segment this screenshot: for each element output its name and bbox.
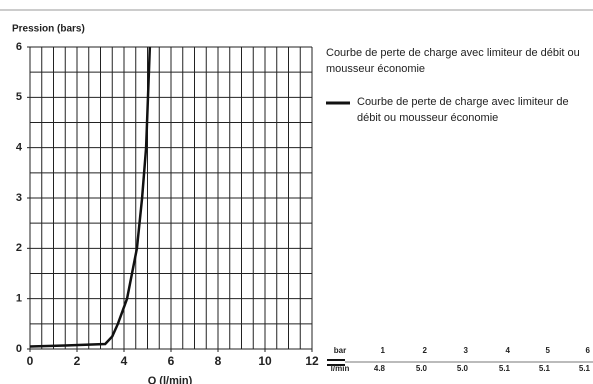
- y-tick-label: 1: [16, 293, 22, 305]
- x-tick-label: 8: [215, 354, 222, 368]
- table-cell: 5: [546, 346, 551, 355]
- x-tick-label: 12: [305, 354, 319, 368]
- y-tick-label: 3: [16, 192, 22, 204]
- legend-box: Courbe de perte de charge avec limiteur …: [357, 96, 569, 124]
- table-cell: 1: [381, 346, 386, 355]
- y-tick-label: 5: [16, 91, 22, 103]
- x-tick-label: 0: [27, 354, 34, 368]
- table-cell: 4: [506, 346, 511, 355]
- x-tick-label: 2: [74, 354, 81, 368]
- y-axis-label: Pression (bars): [12, 24, 85, 35]
- legend-entry: Courbe de perte de charge avec limiteur …: [357, 96, 569, 124]
- table-cell: bar: [334, 346, 346, 355]
- table-cell: 5.1: [499, 364, 511, 373]
- y-tick-label: 2: [16, 242, 22, 254]
- table-cell: 4.8: [374, 364, 386, 373]
- y-tick-label: 6: [16, 41, 22, 53]
- chart-title: Courbe de perte de charge avec limiteur …: [326, 47, 580, 75]
- chart-title-box: Courbe de perte de charge avec limiteur …: [326, 47, 580, 75]
- x-tick-label: 6: [168, 354, 175, 368]
- table-cell: 3: [464, 346, 469, 355]
- table-cell: 5.1: [579, 364, 591, 373]
- x-tick-label: 10: [258, 354, 272, 368]
- data-line: [29, 46, 152, 348]
- table-cell: 5.0: [457, 364, 469, 373]
- table-cell: l/min: [331, 364, 350, 373]
- y-tick-label: 4: [16, 142, 23, 154]
- table-cell: 5.0: [416, 364, 428, 373]
- y-tick-label: 0: [16, 343, 22, 355]
- x-tick-label: 4: [121, 354, 128, 368]
- x-axis-label: Q (l/min): [148, 375, 193, 384]
- table-cell: 6: [586, 346, 591, 355]
- table-cell: 5.1: [539, 364, 551, 373]
- table-cell: 2: [423, 346, 428, 355]
